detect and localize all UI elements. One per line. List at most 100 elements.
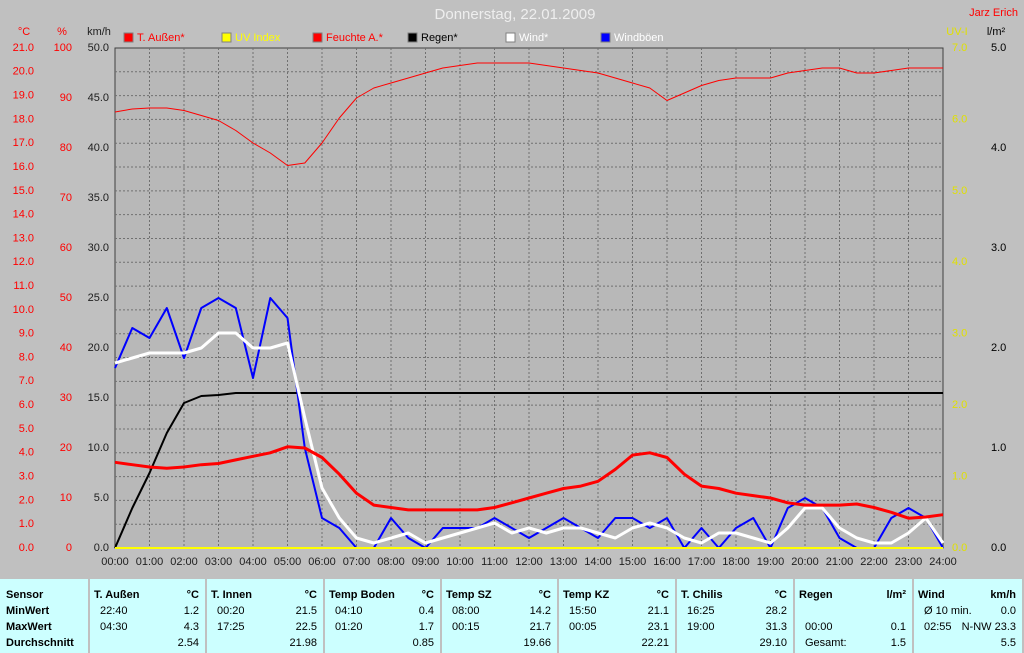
y-tick-label: 16.0 (13, 161, 34, 173)
column-unit: °C (304, 589, 317, 601)
cell-value: 23.1 (647, 621, 669, 633)
column-name: Temp Boden (329, 589, 395, 601)
axis-title: °C (18, 26, 30, 38)
x-tick-label: 21:00 (826, 556, 854, 568)
y-tick-label: 60 (60, 242, 72, 254)
cell-value: 21.7 (529, 621, 551, 633)
cell-time: 00:20 (217, 605, 245, 617)
row-label: MinWert (6, 605, 50, 617)
cell-time: Ø 10 min. (924, 605, 972, 617)
series-line (114, 392, 943, 549)
column-name: Wind (918, 589, 945, 601)
y-tick-label: 50.0 (88, 42, 109, 54)
y-tick-label: 1.0 (19, 518, 34, 530)
column-unit: °C (774, 589, 787, 601)
cell-time: 00:15 (452, 621, 480, 633)
table-column (0, 579, 88, 653)
x-tick-label: 13:00 (550, 556, 578, 568)
column-name: Regen (799, 589, 833, 601)
table-column (677, 579, 793, 653)
x-tick-label: 09:00 (412, 556, 440, 568)
legend-label: Feuchte A.* (326, 32, 384, 44)
x-tick-label: 19:00 (757, 556, 785, 568)
cell-time: Gesamt: (805, 637, 847, 649)
y-tick-label: 1.0 (991, 442, 1006, 454)
legend-swatch (312, 32, 323, 43)
cell-time: 22:40 (100, 605, 128, 617)
cell-time: 00:00 (805, 621, 833, 633)
cell-time: 08:00 (452, 605, 480, 617)
axis-title: % (57, 26, 67, 38)
cell-time: 01:20 (335, 621, 363, 633)
y-tick-label: 100 (54, 42, 72, 54)
axis-title: l/m² (987, 26, 1006, 38)
series-line (114, 445, 944, 520)
cell-value: 29.10 (759, 637, 787, 649)
cell-time: 15:50 (569, 605, 597, 617)
cell-value: 4.3 (183, 621, 199, 633)
x-tick-label: 12:00 (515, 556, 543, 568)
column-unit: °C (538, 589, 551, 601)
x-tick-label: 10:00 (446, 556, 474, 568)
y-tick-label: 7.0 (19, 375, 34, 387)
y-tick-label: 2.0 (19, 494, 34, 506)
y-tick-label: 8.0 (19, 351, 34, 363)
x-tick-label: 00:00 (101, 556, 129, 568)
table-column (325, 579, 440, 653)
cell-value: 21.98 (289, 637, 317, 649)
y-tick-label: 3.0 (952, 328, 967, 340)
legend-swatch (505, 32, 516, 43)
y-tick-label: 70 (60, 192, 72, 204)
cell-time: 04:10 (335, 605, 363, 617)
y-tick-label: 11.0 (13, 280, 34, 292)
y-tick-label: 40 (60, 342, 72, 354)
legend-swatch (221, 32, 232, 43)
cell-value: 31.3 (765, 621, 787, 633)
chart-title: Donnerstag, 22.01.2009 (435, 6, 596, 23)
column-unit: km/h (990, 589, 1016, 601)
y-tick-label: 13.0 (13, 232, 34, 244)
y-tick-label: 5.0 (991, 42, 1006, 54)
cell-time: 02:55 (924, 621, 952, 633)
y-tick-label: 0.0 (94, 542, 109, 554)
y-tick-label: 7.0 (952, 42, 967, 54)
y-tick-label: 5.0 (19, 423, 34, 435)
x-tick-label: 14:00 (584, 556, 612, 568)
cell-value: 5.5 (1000, 637, 1016, 649)
y-tick-label: 20.0 (88, 342, 109, 354)
table-column (207, 579, 323, 653)
y-tick-label: 1.0 (952, 470, 967, 482)
row-label: MaxWert (6, 621, 52, 633)
legend-label: Regen* (421, 32, 458, 44)
legend-swatch (123, 32, 134, 43)
x-tick-label: 04:00 (239, 556, 267, 568)
axis-title: UV-I (946, 26, 967, 38)
y-tick-label: 2.0 (991, 342, 1006, 354)
column-name: T. Innen (211, 589, 252, 601)
column-unit: °C (186, 589, 199, 601)
cell-value: 0.85 (412, 637, 434, 649)
cell-time: 19:00 (687, 621, 715, 633)
column-name: Temp KZ (563, 589, 610, 601)
y-tick-label: 3.0 (991, 242, 1006, 254)
cell-value: 1.5 (890, 637, 906, 649)
x-tick-label: 06:00 (308, 556, 336, 568)
cell-value: 2.54 (177, 637, 199, 649)
y-tick-label: 50 (60, 292, 72, 304)
y-tick-label: 21.0 (13, 42, 34, 54)
table-column (559, 579, 675, 653)
y-tick-label: 25.0 (88, 292, 109, 304)
cell-value: 22.21 (641, 637, 669, 649)
column-unit: °C (421, 589, 434, 601)
cell-value: 0.0 (1000, 605, 1016, 617)
y-tick-label: 20.0 (13, 66, 34, 78)
y-tick-label: 30 (60, 392, 72, 404)
y-tick-label: 4.0 (952, 256, 967, 268)
y-tick-label: 10 (60, 492, 72, 504)
legend-label: T. Außen* (137, 32, 185, 44)
y-tick-label: 40.0 (88, 142, 109, 154)
x-tick-label: 07:00 (343, 556, 371, 568)
x-tick-label: 18:00 (722, 556, 750, 568)
cell-value: 19.66 (523, 637, 551, 649)
